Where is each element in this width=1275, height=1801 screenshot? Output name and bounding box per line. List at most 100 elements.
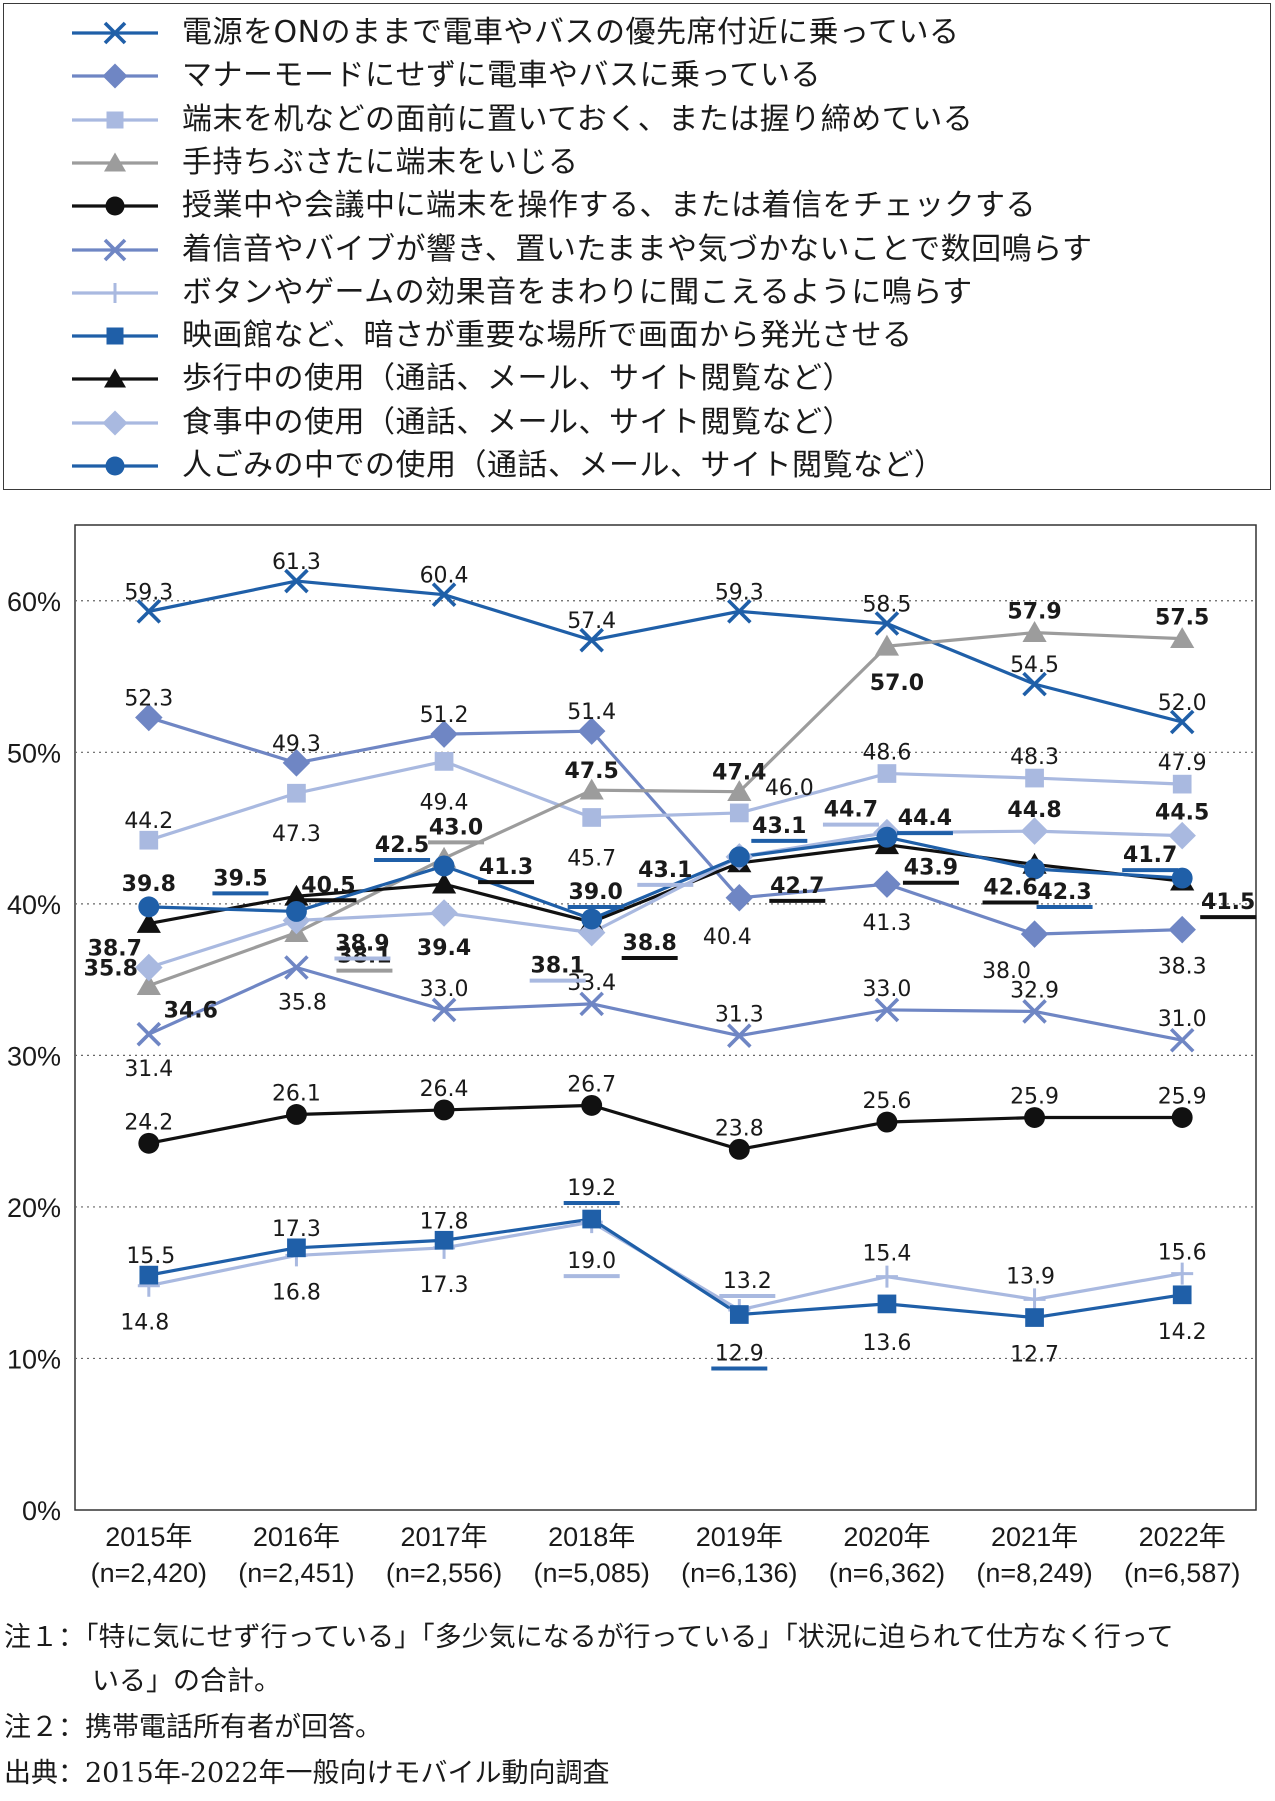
data-label: 49.4 xyxy=(420,790,469,815)
data-point xyxy=(1171,1262,1194,1285)
data-label: 48.3 xyxy=(1010,745,1059,770)
data-label: 59.3 xyxy=(124,580,173,605)
data-label: 44.7 xyxy=(824,798,878,823)
series-line xyxy=(148,1103,1183,1151)
data-label: 32.9 xyxy=(1010,978,1059,1003)
data-label: 47.4 xyxy=(712,761,766,786)
data-point xyxy=(727,1023,752,1048)
y-tick-label: 10% xyxy=(7,1344,61,1374)
data-point xyxy=(1020,920,1049,948)
series-line xyxy=(148,843,1183,926)
data-label: 17.8 xyxy=(420,1209,469,1234)
data-label: 57.9 xyxy=(1007,600,1061,625)
data-point xyxy=(1168,821,1196,850)
legend-label: 手持ちぶさたに端末をいじる xyxy=(182,144,579,180)
data-point xyxy=(1171,1107,1193,1128)
data-point xyxy=(1024,858,1046,880)
legend-swatch xyxy=(72,327,158,345)
legend-marker-icon xyxy=(102,410,128,436)
data-point xyxy=(582,1209,602,1229)
series-markers xyxy=(139,752,1192,850)
line-chart: 0% 10% 20% 30% 40% 50% 60% 2015年 (n=2,420) 2016年 (… xyxy=(7,524,1257,1588)
x-tick-sublabel: (n=2,451) xyxy=(238,1558,354,1588)
data-point xyxy=(1022,671,1047,697)
data-label: 51.4 xyxy=(567,700,616,725)
series-line xyxy=(148,579,1183,724)
x-tick-label: 2021年 xyxy=(991,1522,1078,1552)
data-point xyxy=(579,778,604,800)
data-point xyxy=(434,1230,454,1250)
series-group xyxy=(148,965,1183,1042)
data-label: 60.4 xyxy=(420,564,469,589)
data-point xyxy=(136,974,161,996)
data-label: 15.4 xyxy=(862,1242,911,1267)
data-label: 47.9 xyxy=(1158,751,1207,776)
y-tick-label: 60% xyxy=(7,587,61,617)
data-label: 42.5 xyxy=(375,833,429,858)
data-point xyxy=(433,855,455,877)
data-point xyxy=(729,1305,749,1324)
y-tick-label: 30% xyxy=(7,1041,61,1071)
legend-marker-icon xyxy=(104,368,126,388)
legend-item: マナーモードにせずに電車やバスに乗っている xyxy=(4,56,1264,96)
data-label: 25.6 xyxy=(862,1089,911,1114)
data-label: 12.9 xyxy=(715,1342,764,1367)
data-point xyxy=(430,899,458,927)
legend-marker-icon xyxy=(103,21,127,45)
legend-item: 手持ちぶさたに端末をいじる xyxy=(4,143,1264,183)
data-label: 38.9 xyxy=(335,932,389,957)
data-point xyxy=(284,568,309,594)
data-label: 35.8 xyxy=(84,956,138,981)
data-point xyxy=(728,1138,750,1160)
data-point xyxy=(581,1094,603,1116)
data-point xyxy=(431,582,457,607)
legend-label: ボタンやゲームの効果音をまわりに聞こえるように鳴らす xyxy=(182,274,973,310)
data-point xyxy=(1168,915,1196,944)
data-label: 25.9 xyxy=(1158,1085,1207,1110)
data-point xyxy=(136,599,162,624)
data-point xyxy=(1169,1027,1195,1053)
x-tick-label: 2022年 xyxy=(1139,1522,1226,1552)
data-point xyxy=(1170,627,1195,649)
data-point xyxy=(579,991,604,1017)
data-label: 31.3 xyxy=(715,1003,764,1028)
data-point xyxy=(876,826,898,848)
data-point xyxy=(284,955,309,980)
data-point xyxy=(729,803,749,823)
data-point xyxy=(136,1021,162,1047)
legend-label: 着信音やバイブが響き、置いたままや気づかないことで数回鳴らす xyxy=(182,231,1093,267)
legend-item: 着信音やバイブが響き、置いたままや気づかないことで数回鳴らす xyxy=(4,230,1264,270)
data-label: 59.3 xyxy=(715,580,764,605)
data-label: 33.0 xyxy=(420,977,469,1002)
data-label: 46.0 xyxy=(765,776,814,801)
legend-marker-icon xyxy=(106,111,124,129)
data-label: 44.2 xyxy=(124,809,173,834)
legend-swatch xyxy=(72,63,158,89)
data-label: 19.2 xyxy=(567,1176,616,1201)
y-tick-label: 40% xyxy=(7,890,61,920)
x-tick-label: 2016年 xyxy=(253,1522,340,1552)
data-point xyxy=(433,1099,455,1121)
series-line xyxy=(148,965,1183,1042)
data-point xyxy=(876,1111,898,1133)
data-point xyxy=(136,911,161,933)
chart-legend: 電源をONのままで電車やバスの優先席付近に乗っている マナーモードにせずに電車やバ… xyxy=(3,3,1271,490)
legend-marker-icon xyxy=(104,152,126,172)
data-label: 48.6 xyxy=(862,741,911,766)
data-point xyxy=(285,1104,307,1125)
legend-swatch xyxy=(72,111,158,129)
data-point xyxy=(135,703,163,732)
data-label: 39.0 xyxy=(569,880,623,905)
series-group xyxy=(148,829,1183,970)
data-label: 38.1 xyxy=(531,954,585,979)
legend-label: 端末を机などの面前に置いておく、または握り締めている xyxy=(182,101,974,137)
data-label: 38.1 xyxy=(337,944,391,969)
data-point xyxy=(135,953,163,982)
data-label: 13.9 xyxy=(1006,1264,1055,1289)
series-markers xyxy=(135,703,1196,948)
data-label: 42.3 xyxy=(1037,880,1091,905)
series-markers xyxy=(139,1209,1192,1327)
y-tick-label: 20% xyxy=(7,1193,61,1223)
series-line xyxy=(148,1217,1183,1320)
data-point xyxy=(138,896,160,918)
